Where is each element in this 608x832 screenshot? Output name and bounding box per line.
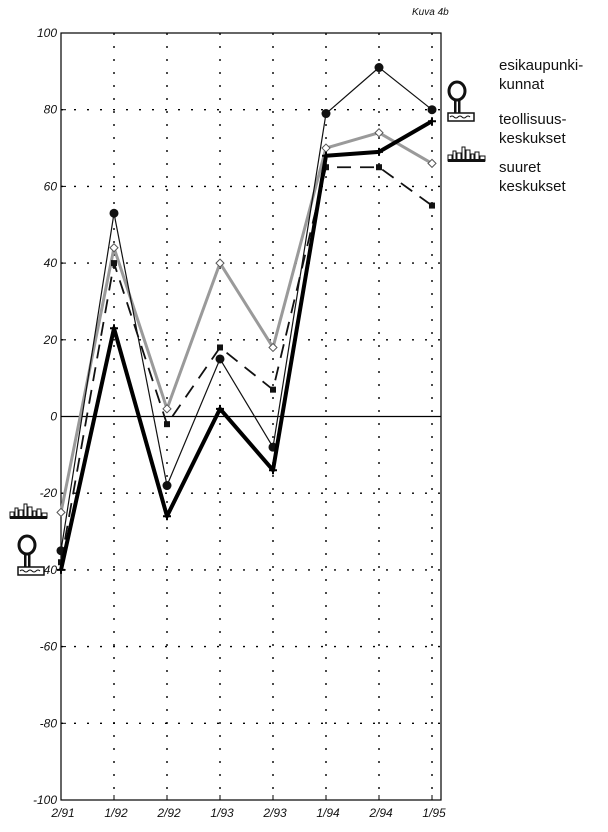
x-tick-label: 2/92 bbox=[156, 806, 181, 820]
legend-label: keskukset bbox=[499, 178, 567, 195]
data-point bbox=[374, 128, 384, 138]
legend-label: esikaupunki- bbox=[499, 57, 583, 74]
y-tick-label: 60 bbox=[44, 179, 58, 193]
y-tick-label: -20 bbox=[40, 486, 58, 500]
city-skyline-icon bbox=[9, 503, 48, 519]
data-point bbox=[164, 421, 170, 428]
data-point bbox=[57, 565, 65, 574]
data-point bbox=[322, 151, 330, 160]
data-point bbox=[216, 404, 224, 413]
data-point bbox=[111, 260, 117, 267]
data-point bbox=[109, 208, 119, 218]
legend-label: keskukset bbox=[499, 130, 567, 147]
data-point bbox=[376, 164, 382, 171]
data-point bbox=[321, 109, 331, 119]
x-tick-label: 1/94 bbox=[316, 806, 340, 820]
legend: esikaupunki-kunnat teollisuus-keskukset su… bbox=[499, 57, 583, 195]
data-point bbox=[162, 404, 172, 414]
data-point bbox=[427, 105, 437, 115]
data-point bbox=[162, 481, 172, 491]
data-point bbox=[429, 202, 435, 209]
x-tick-label: 2/91 bbox=[50, 806, 74, 820]
data-point bbox=[270, 386, 276, 393]
data-point bbox=[321, 143, 331, 153]
tower-icon bbox=[447, 80, 475, 122]
figure-label: Kuva 4b bbox=[412, 7, 449, 18]
data-point bbox=[427, 158, 437, 169]
y-tick-label: 0 bbox=[50, 410, 57, 424]
x-tick-label: 1/93 bbox=[210, 806, 234, 820]
y-tick-label: 40 bbox=[44, 256, 58, 270]
legend-label: kunnat bbox=[499, 76, 545, 93]
data-point bbox=[110, 324, 118, 333]
data-point bbox=[109, 243, 119, 253]
series-line-esikaupunki-kunnat bbox=[60, 66, 433, 551]
y-tick-label: -80 bbox=[40, 716, 58, 730]
data-point bbox=[215, 354, 225, 364]
series-line-suuret-keskukset bbox=[59, 131, 433, 513]
series-line-teollisuus-keskukset bbox=[59, 119, 434, 571]
data-point bbox=[375, 147, 383, 156]
series-icons bbox=[9, 80, 486, 576]
series-line-unlabeled-dashed bbox=[60, 166, 433, 563]
legend-label: teollisuus- bbox=[499, 111, 567, 128]
data-point bbox=[374, 63, 384, 73]
data-point bbox=[163, 512, 171, 521]
series-layer bbox=[56, 63, 437, 574]
data-point bbox=[56, 507, 66, 518]
x-tick-label: 1/95 bbox=[422, 806, 446, 820]
data-point bbox=[269, 466, 277, 475]
tower-icon bbox=[17, 534, 45, 576]
y-tick-label: -60 bbox=[40, 640, 58, 654]
y-tick-label: -100 bbox=[33, 793, 57, 807]
data-point bbox=[215, 258, 225, 268]
x-tick-label: 1/92 bbox=[104, 806, 128, 820]
legend-label: suuret bbox=[499, 159, 542, 176]
data-point bbox=[428, 117, 436, 126]
y-tick-label: 100 bbox=[37, 26, 57, 40]
x-tick-label: 2/93 bbox=[262, 806, 287, 820]
y-tick-label: 80 bbox=[44, 103, 58, 117]
city-skyline-icon bbox=[447, 146, 486, 162]
data-point bbox=[268, 342, 278, 353]
y-tick-label: 20 bbox=[43, 333, 58, 347]
x-tick-label: 2/94 bbox=[368, 806, 393, 820]
data-point bbox=[217, 344, 223, 351]
